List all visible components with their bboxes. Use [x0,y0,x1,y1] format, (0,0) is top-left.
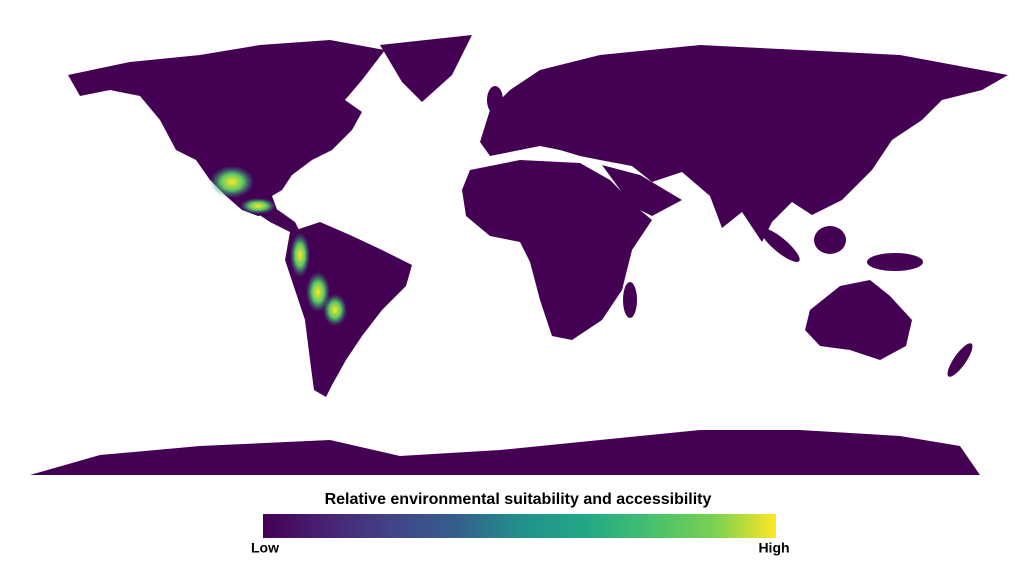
land-masses [30,35,1008,475]
hotspot [290,233,310,277]
uk [487,86,503,114]
hotspot [210,166,254,198]
suitability-hotspots [210,166,347,326]
sumatra [760,228,800,262]
japan [867,120,893,160]
legend-high-label: High [758,540,789,556]
eurasia [480,45,1008,242]
arabia [602,165,682,216]
australia [805,280,912,360]
borneo [814,226,846,254]
new-guinea [867,253,923,271]
legend-title: Relative environmental suitability and a… [325,491,712,508]
central-america [255,210,300,232]
hotspot [323,294,347,326]
africa [462,160,652,340]
new-zealand [947,343,973,377]
madagascar [623,282,637,318]
greenland [380,35,472,102]
legend-low-label: Low [251,540,279,556]
south-america [285,222,412,397]
color-bar [263,514,776,538]
antarctica [30,430,980,475]
hotspot [240,198,276,214]
north-america [68,40,385,216]
hotspot [306,272,330,312]
